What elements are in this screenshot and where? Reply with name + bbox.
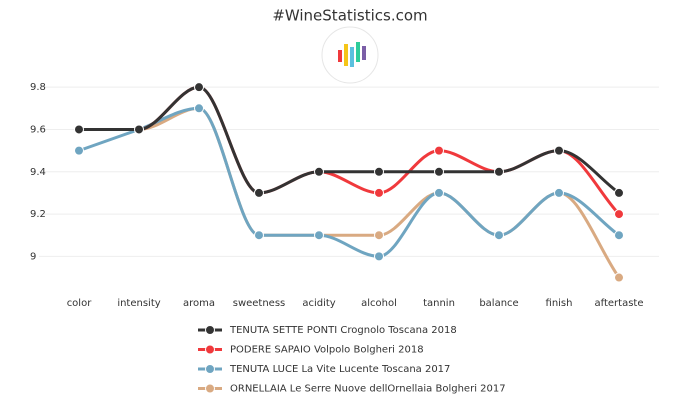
data-point — [314, 230, 324, 241]
legend-marker — [205, 383, 215, 394]
series-line — [79, 85, 621, 216]
legend-label: TENUTA LUCE La Vite Lucente Toscana 2017 — [229, 364, 450, 375]
data-point — [134, 124, 144, 135]
y-tick-label: 9.2 — [30, 209, 46, 220]
data-point — [434, 187, 444, 198]
chart-title: #WineStatistics.com — [272, 7, 427, 25]
series-line — [78, 106, 620, 258]
data-point — [254, 187, 264, 198]
data-point — [374, 166, 384, 177]
data-point — [374, 187, 384, 198]
y-tick-label: 9.6 — [30, 124, 46, 135]
legend-label: TENUTA SETTE PONTI Crognolo Toscana 2018 — [229, 325, 457, 336]
x-tick-label: intensity — [117, 298, 160, 309]
data-point — [74, 124, 84, 135]
y-tick-label: 9 — [30, 251, 36, 262]
data-point — [494, 230, 504, 241]
data-point — [194, 103, 204, 114]
x-tick-label: acidity — [302, 298, 335, 309]
series-line — [79, 85, 620, 195]
data-point — [554, 145, 564, 156]
x-tick-label: sweetness — [233, 298, 286, 309]
data-point — [254, 230, 264, 241]
data-point — [614, 187, 624, 198]
data-point — [374, 230, 384, 241]
logo — [321, 26, 379, 84]
x-tick-label: tannin — [423, 298, 455, 309]
legend-marker — [205, 364, 215, 374]
x-tick-label: finish — [546, 298, 573, 309]
legend-label: PODERE SAPAIO Volpolo Bolgheri 2018 — [230, 345, 424, 356]
series-line — [79, 106, 621, 279]
data-point — [614, 272, 624, 283]
x-tick-label: aroma — [183, 298, 215, 309]
data-point — [194, 82, 204, 93]
x-tick-label: color — [67, 298, 93, 309]
legend-marker — [205, 344, 215, 355]
y-tick-label: 9.8 — [30, 82, 46, 93]
y-tick-label: 9.4 — [30, 167, 46, 178]
legend-label: ORNELLAIA Le Serre Nuove dellOrnellaia B… — [230, 384, 506, 395]
data-point — [314, 166, 324, 177]
data-point — [614, 209, 624, 220]
data-point — [434, 145, 444, 156]
data-point — [614, 230, 624, 241]
x-tick-label: balance — [479, 298, 518, 309]
data-point — [434, 166, 444, 177]
data-point — [494, 166, 504, 177]
data-point — [374, 251, 384, 262]
x-tick-label: alcohol — [361, 298, 397, 309]
x-tick-label: aftertaste — [595, 298, 644, 309]
data-point — [74, 145, 84, 156]
legend-marker — [205, 325, 215, 335]
data-point — [554, 187, 564, 198]
